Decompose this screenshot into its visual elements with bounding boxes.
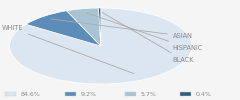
Text: 0.4%: 0.4% <box>196 92 211 96</box>
Wedge shape <box>10 8 192 84</box>
Text: 9.2%: 9.2% <box>80 92 96 96</box>
Bar <box>65 92 76 96</box>
Text: 84.6%: 84.6% <box>20 92 40 96</box>
Bar <box>5 92 16 96</box>
Wedge shape <box>98 8 101 46</box>
Text: HISPANIC: HISPANIC <box>86 13 203 51</box>
Text: WHITE: WHITE <box>1 25 134 74</box>
Text: BLACK: BLACK <box>102 12 194 63</box>
Wedge shape <box>67 8 101 46</box>
Bar <box>125 92 136 96</box>
Text: ASIAN: ASIAN <box>51 19 193 39</box>
Wedge shape <box>26 11 101 46</box>
Bar <box>180 92 191 96</box>
Text: 5.7%: 5.7% <box>140 92 156 96</box>
